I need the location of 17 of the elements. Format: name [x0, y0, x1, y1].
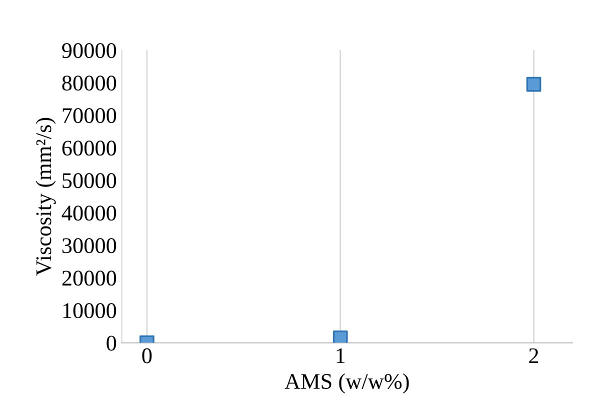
y-tick-label: 0	[106, 336, 116, 351]
x-tick-label: 2	[529, 348, 538, 364]
x-tick-label: 1	[336, 348, 345, 364]
y-tick-label: 20000	[62, 270, 116, 286]
x-axis-title: AMS (w/w%)	[284, 373, 409, 394]
y-tick-label: 10000	[63, 303, 116, 318]
y-tick-label: 90000	[62, 43, 116, 58]
y-axis-title: Viscosity (mm²/s)	[36, 118, 56, 276]
y-tick-label: 80000	[62, 76, 116, 91]
x-tick-label: 0	[142, 348, 152, 364]
y-tick-label: 30000	[62, 238, 116, 254]
y-tick-label: 50000	[62, 173, 116, 188]
point	[332, 330, 348, 343]
y-tick-label: 40000	[62, 206, 116, 221]
y-tick-label: 70000	[62, 108, 116, 124]
point	[526, 76, 542, 92]
y-tick-label: 60000	[62, 140, 116, 156]
